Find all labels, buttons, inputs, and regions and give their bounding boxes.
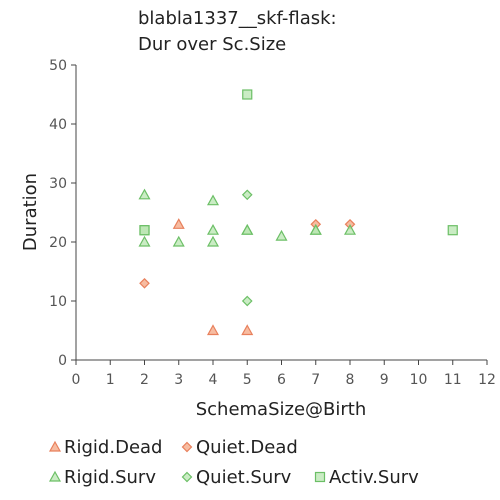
x-axis-ticks: 0 1 2 3 4 5 6 7 8 9 10 11 12 [72, 360, 496, 388]
point-quiet-surv [241, 189, 253, 201]
x-tick-label: 2 [140, 372, 149, 388]
legend-label-activ-surv: Activ.Surv [329, 467, 419, 488]
y-tick-label: 0 [58, 353, 67, 369]
y-tick-label: 50 [49, 58, 67, 74]
point-rigid-surv [206, 194, 220, 206]
point-rigid-surv [172, 235, 185, 247]
point-rigid-surv [343, 223, 357, 235]
x-tick-label: 7 [311, 372, 320, 388]
x-tick-label: 4 [209, 372, 218, 388]
legend-marker-activ-surv [314, 471, 326, 483]
legend-marker-rigid-dead [48, 440, 62, 452]
point-activ-surv [242, 89, 253, 100]
y-axis-ticks: 0 10 20 30 40 50 [49, 58, 76, 369]
point-activ-surv [139, 225, 150, 236]
legend: Rigid.Dead Quiet.Dead Rigid.Surv Quiet.Surv… [48, 437, 419, 488]
y-axis-label: Duration [20, 173, 41, 251]
y-tick-label: 40 [49, 117, 67, 133]
x-tick-label: 1 [106, 372, 115, 388]
point-rigid-surv [138, 188, 151, 200]
x-tick-label: 6 [277, 372, 286, 388]
legend-marker-rigid-surv [48, 470, 62, 482]
x-tick-label: 10 [410, 372, 428, 388]
x-tick-label: 11 [444, 372, 462, 388]
x-tick-label: 5 [243, 372, 252, 388]
point-quiet-surv [241, 295, 253, 307]
y-tick-label: 10 [49, 294, 67, 310]
legend-label-rigid-surv: Rigid.Surv [64, 467, 156, 488]
legend-marker-quiet-dead [181, 441, 193, 453]
point-quiet-dead [139, 277, 150, 289]
x-tick-label: 0 [72, 372, 81, 388]
point-rigid-surv [275, 229, 288, 241]
legend-marker-quiet-surv [181, 471, 193, 483]
x-tick-label: 3 [174, 372, 183, 388]
x-tick-label: 9 [380, 372, 389, 388]
legend-label-quiet-surv: Quiet.Surv [196, 467, 292, 488]
point-rigid-surv [309, 223, 322, 235]
point-rigid-surv [206, 223, 220, 235]
y-tick-label: 20 [49, 235, 67, 251]
point-activ-surv [447, 225, 458, 236]
data-points [138, 89, 458, 336]
point-rigid-dead [172, 218, 185, 229]
point-rigid-surv [138, 235, 151, 247]
legend-label-rigid-dead: Rigid.Dead [64, 437, 162, 458]
chart-title-line-1: blabla1337__skf-flask: [138, 8, 337, 29]
y-tick-label: 30 [49, 176, 67, 192]
point-rigid-dead [206, 324, 220, 336]
point-rigid-dead [241, 324, 254, 336]
chart-title-line-2: Dur over Sc.Size [138, 34, 286, 55]
point-rigid-surv [206, 235, 220, 247]
legend-label-quiet-dead: Quiet.Dead [196, 437, 298, 458]
x-axis-label: SchemaSize@Birth [196, 399, 367, 420]
x-tick-label: 8 [346, 372, 355, 388]
point-rigid-surv [241, 223, 254, 235]
x-tick-label: 12 [478, 372, 496, 388]
